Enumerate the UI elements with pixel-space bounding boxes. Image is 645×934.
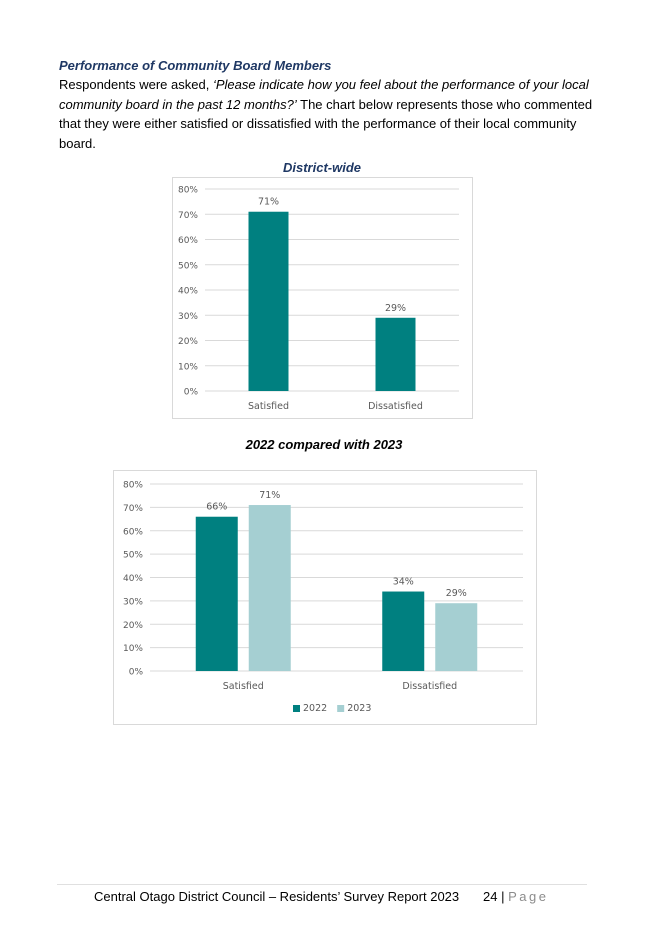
district-wide-data-label: 71%: [258, 197, 279, 208]
district-wide-y-tick-label: 50%: [178, 261, 198, 271]
page-separator: |: [497, 889, 509, 904]
comparison-y-tick-label: 0%: [129, 668, 144, 678]
comparison-y-tick-label: 30%: [123, 597, 143, 607]
comparison-bar: [435, 603, 478, 671]
comparison-y-tick-label: 70%: [123, 504, 143, 514]
page-number: 24: [483, 889, 498, 904]
district-wide-chart: 0% 10% 20% 30% 40% 50% 60% 70% 80% Satisfied 71% Di…: [172, 177, 473, 419]
district-wide-y-tick-label: 20%: [178, 337, 198, 347]
district-wide-bar: [375, 317, 416, 391]
intro-paragraph: Respondents were asked, ‘Please indicate…: [59, 75, 599, 153]
comparison-y-tick-label: 20%: [123, 621, 143, 631]
intro-quote: ‘Please indicate how you feel about the …: [59, 77, 589, 112]
district-wide-x-tick-label: Satisfied: [248, 401, 289, 412]
district-wide-y-tick-label: 60%: [178, 236, 198, 246]
comparison-bar: [248, 505, 291, 671]
comparison-y-tick-label: 80%: [123, 481, 143, 491]
comparison-x-tick-label: Satisfied: [223, 681, 264, 692]
comparison-y-tick-label: 50%: [123, 551, 143, 561]
comparison-x-tick-label: Dissatisfied: [402, 681, 457, 692]
comparison-legend-swatch: [293, 705, 300, 712]
comparison-y-tick-label: 60%: [123, 527, 143, 537]
chart-title-district-wide: District-wide: [282, 160, 361, 175]
comparison-chart: 0% 10% 20% 30% 40% 50% 60% 70% 80% Satisfied 66% 71…: [113, 470, 537, 725]
comparison-y-tick-label: 40%: [123, 574, 143, 584]
district-wide-chart-svg: 0% 10% 20% 30% 40% 50% 60% 70% 80% Satisfied 71% Di…: [178, 186, 459, 412]
comparison-data-label: 29%: [446, 588, 467, 599]
district-wide-y-tick-label: 10%: [178, 362, 198, 372]
comparison-legend-label: 2022: [303, 703, 327, 714]
comparison-chart-svg: 0% 10% 20% 30% 40% 50% 60% 70% 80% Satisfied 66% 71…: [123, 481, 523, 714]
district-wide-bar: [248, 211, 289, 391]
footer-page: 24 | Page: [483, 889, 548, 904]
district-wide-y-tick-label: 70%: [178, 211, 198, 221]
intro-rest: The chart below represents those who com…: [59, 96, 593, 151]
comparison-bar: [382, 591, 425, 671]
comparison-legend-label: 2023: [347, 703, 371, 714]
section-heading: Performance of Community Board Members: [59, 58, 332, 73]
comparison-data-label: 34%: [393, 577, 414, 588]
intro-lead: Respondents were asked,: [59, 77, 213, 92]
comparison-data-label: 66%: [206, 502, 227, 513]
district-wide-y-tick-label: 40%: [178, 287, 198, 297]
comparison-legend-swatch: [337, 705, 345, 712]
footer-document-title: Central Otago District Council – Residen…: [94, 889, 460, 904]
chart-title-comparison: 2022 compared with 2023: [245, 437, 403, 452]
district-wide-y-tick-label: 80%: [178, 186, 198, 196]
page-label: Page: [508, 889, 549, 904]
footer-rule: [57, 884, 587, 885]
comparison-data-label: 71%: [259, 490, 280, 501]
district-wide-x-tick-label: Dissatisfied: [368, 401, 423, 412]
district-wide-data-label: 29%: [385, 303, 406, 314]
comparison-y-tick-label: 10%: [123, 644, 143, 654]
comparison-bar: [195, 516, 238, 671]
district-wide-y-tick-label: 30%: [178, 312, 198, 322]
district-wide-y-tick-label: 0%: [184, 388, 199, 398]
